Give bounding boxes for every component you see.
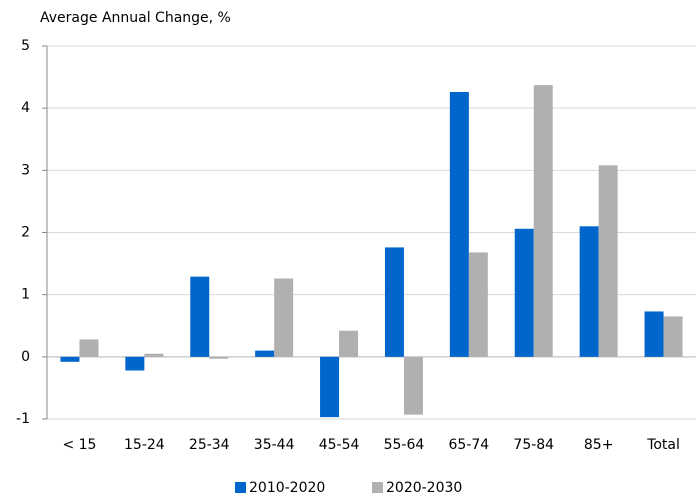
x-tick-label: 85+ [584, 437, 614, 453]
bar [579, 226, 599, 357]
bar [209, 356, 229, 359]
bar [79, 339, 99, 357]
bar [144, 353, 164, 357]
x-tick-label: 25-34 [189, 437, 230, 453]
bar [339, 330, 359, 357]
bar [274, 278, 294, 357]
y-tick-label: -1 [16, 411, 30, 427]
x-tick-label: 65-74 [449, 437, 490, 453]
x-tick-label: 45-54 [319, 437, 360, 453]
bar [403, 356, 423, 415]
chart-title: Average Annual Change, % [40, 10, 231, 26]
y-tick-label: 5 [21, 38, 30, 54]
legend-swatch [372, 482, 383, 493]
bar [125, 356, 145, 371]
bar [644, 311, 664, 357]
bar [663, 316, 683, 357]
y-tick-label: 3 [21, 162, 30, 178]
y-tick-label: 4 [21, 100, 30, 116]
bar [514, 228, 534, 357]
x-tick-label: 35-44 [254, 437, 295, 453]
legend-label: 2010-2020 [249, 480, 325, 496]
x-tick-label: 15-24 [124, 437, 165, 453]
y-tick-label: 0 [21, 349, 30, 365]
x-tick-label: 55-64 [384, 437, 425, 453]
bar [598, 165, 618, 357]
x-tick-label: < 15 [62, 437, 96, 453]
legend-label: 2020-2030 [386, 480, 462, 496]
bar [449, 92, 469, 357]
bar [533, 85, 553, 357]
y-tick-label: 2 [21, 225, 30, 241]
bar [60, 356, 80, 362]
bar [320, 356, 340, 418]
legend-swatch [235, 482, 246, 493]
bar [255, 350, 275, 357]
x-tick-label: Total [646, 437, 680, 453]
x-tick-label: 75-84 [513, 437, 554, 453]
bar [384, 247, 404, 357]
y-tick-label: 1 [21, 287, 30, 303]
bar [468, 252, 488, 357]
bar [190, 276, 210, 357]
